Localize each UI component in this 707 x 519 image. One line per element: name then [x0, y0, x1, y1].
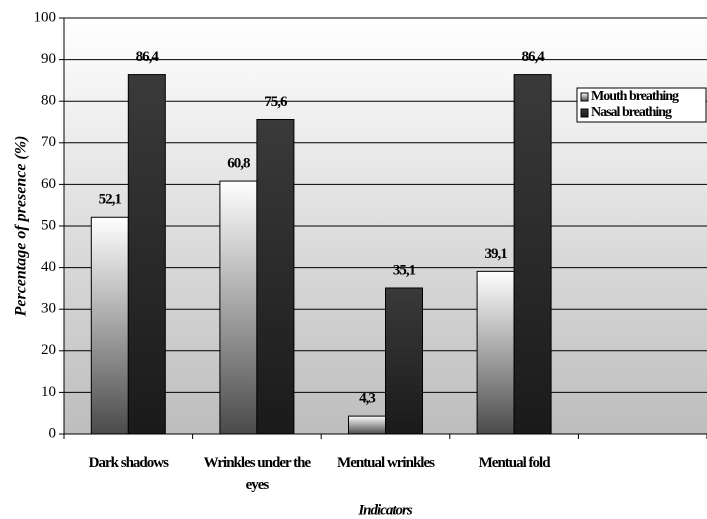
bar — [219, 180, 258, 435]
y-tick-label: 50 — [41, 217, 56, 233]
bar — [90, 216, 129, 435]
y-axis-title: Percentage of presence (%) — [13, 136, 30, 318]
bar — [127, 74, 166, 435]
y-tick-label: 90 — [41, 51, 56, 67]
legend-label: Mouth breathing — [591, 89, 679, 104]
legend-box — [576, 87, 707, 123]
y-tick-label: 30 — [41, 301, 56, 317]
x-tick-label: Mentual wrinkles — [337, 455, 435, 471]
legend-swatch — [580, 108, 589, 118]
y-tick-label: 60 — [41, 176, 56, 192]
bar — [348, 415, 386, 435]
y-tick-label: 10 — [41, 384, 56, 400]
data-label: 52,1 — [99, 192, 122, 208]
legend-swatch — [580, 92, 589, 102]
data-label: 86,4 — [521, 49, 545, 65]
y-tick-label: 70 — [41, 134, 56, 150]
x-tick-label: Wrinkles under the eyes — [203, 455, 311, 493]
x-axis-title: Indicators — [357, 502, 413, 518]
y-tick-label: 100 — [34, 9, 57, 25]
data-label: 35,1 — [393, 262, 416, 278]
y-tick-label: 40 — [41, 259, 56, 275]
data-label: 86,4 — [136, 49, 160, 65]
data-label: 4,3 — [359, 391, 375, 407]
bar — [385, 287, 423, 435]
data-label: 60,8 — [227, 156, 250, 172]
data-label: 75,6 — [264, 94, 288, 110]
y-tick-label: 0 — [49, 425, 57, 441]
x-tick-label: Mentual fold — [478, 455, 551, 471]
data-label: 39,1 — [484, 246, 507, 262]
y-tick-label: 20 — [41, 342, 56, 358]
bar — [256, 119, 295, 435]
legend-label: Nasal breathing — [591, 105, 672, 120]
y-tick-label: 80 — [41, 93, 56, 109]
x-tick-label: Dark shadows — [88, 455, 169, 471]
bar — [476, 270, 515, 435]
bar — [513, 74, 552, 435]
